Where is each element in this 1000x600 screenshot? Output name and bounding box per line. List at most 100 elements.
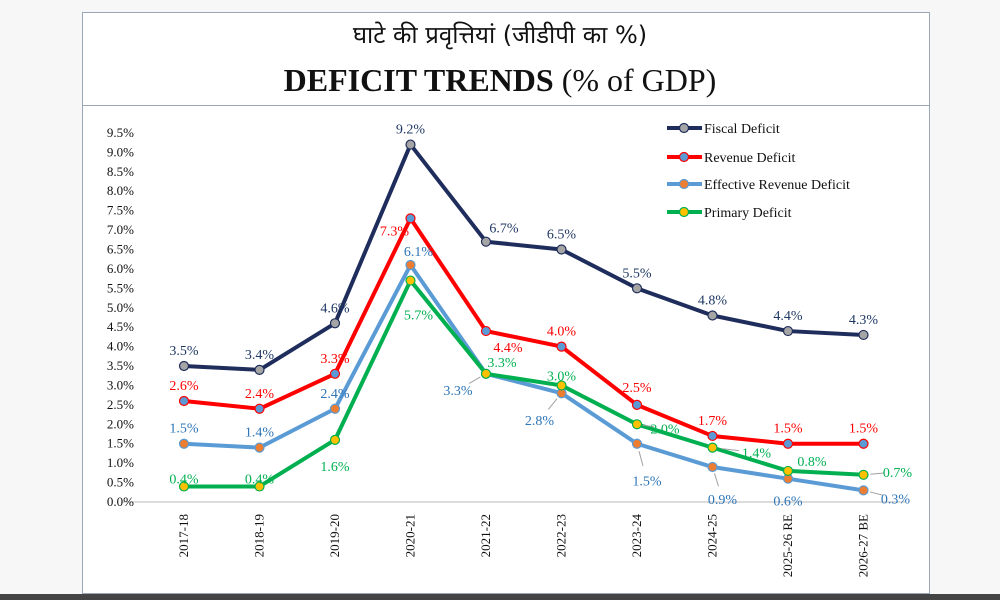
bottom-edge xyxy=(0,594,1000,600)
legend-marker xyxy=(678,178,690,190)
x-tick-label: 2018-19 xyxy=(252,514,267,557)
data-point-marker xyxy=(480,325,492,337)
data-label: 0.3% xyxy=(881,492,911,507)
data-label: 2.0% xyxy=(650,422,680,437)
data-label: 3.4% xyxy=(245,348,275,363)
legend-entry: Fiscal Deficit xyxy=(704,122,780,137)
series-line-2 xyxy=(183,263,864,493)
data-label: 4.6% xyxy=(320,301,350,316)
data-point-marker xyxy=(707,310,718,321)
data-label: 4.3% xyxy=(849,313,879,328)
y-tick-label: 5.5% xyxy=(107,280,134,295)
data-point-marker xyxy=(631,438,643,449)
x-tick-label: 2019-20 xyxy=(327,514,342,557)
y-tick-label: 5.0% xyxy=(107,300,134,315)
data-label: 2.6% xyxy=(169,379,199,394)
legend-entry: Effective Revenue Deficit xyxy=(704,178,850,193)
data-point-marker xyxy=(178,481,190,492)
data-label: 9.2% xyxy=(396,123,426,138)
data-label: 5.7% xyxy=(404,309,434,324)
y-tick-label: 9.5% xyxy=(107,125,134,140)
y-tick-label: 9.0% xyxy=(107,144,134,159)
data-point-marker xyxy=(707,442,718,453)
data-point-marker xyxy=(782,325,794,337)
data-point-marker xyxy=(631,399,643,410)
legend-entry: Primary Deficit xyxy=(704,206,792,221)
y-tick-label: 8.0% xyxy=(107,183,134,198)
y-tick-label: 8.5% xyxy=(107,164,134,179)
y-tick-label: 6.0% xyxy=(107,261,134,276)
data-label: 2.4% xyxy=(320,387,350,402)
data-label: 0.6% xyxy=(773,495,803,510)
data-label: 6.5% xyxy=(547,227,577,242)
data-point-marker xyxy=(556,244,567,255)
data-point-marker xyxy=(556,380,567,391)
y-tick-label: 7.0% xyxy=(107,222,134,237)
legend-entry: Revenue Deficit xyxy=(704,151,795,166)
data-point-marker xyxy=(858,485,869,496)
x-tick-label: 2022-23 xyxy=(554,514,569,557)
legend-marker xyxy=(678,151,690,163)
y-tick-label: 3.5% xyxy=(107,358,134,373)
data-point-marker xyxy=(480,236,492,247)
x-tick-label: 2024-25 xyxy=(705,514,720,557)
data-label: 0.8% xyxy=(797,455,827,470)
data-label: 2.4% xyxy=(245,387,275,402)
data-point-marker xyxy=(556,341,567,352)
y-tick-label: 3.0% xyxy=(107,377,134,392)
data-point-marker xyxy=(782,438,794,449)
chart-frame xyxy=(82,12,930,594)
data-point-marker xyxy=(707,461,718,473)
x-tick-label: 2017-18 xyxy=(176,514,191,557)
data-point-marker xyxy=(782,465,794,477)
data-label: 1.4% xyxy=(245,426,275,441)
data-label: 0.4% xyxy=(245,472,275,487)
data-label: 4.8% xyxy=(698,294,728,309)
data-label: 3.3% xyxy=(443,384,473,399)
data-point-marker xyxy=(329,403,341,414)
data-point-marker xyxy=(858,469,869,480)
data-point-marker xyxy=(631,419,643,430)
data-point-marker xyxy=(178,395,190,407)
data-point-marker xyxy=(405,213,416,224)
y-tick-label: 0.0% xyxy=(107,494,134,509)
label-leader-line xyxy=(547,398,558,410)
data-point-marker xyxy=(178,438,190,449)
title-bold: DEFICIT TRENDS xyxy=(283,62,554,98)
label-leader-line xyxy=(869,491,883,496)
y-tick-label: 2.0% xyxy=(107,416,134,431)
x-tick-label: 2020-21 xyxy=(403,514,418,557)
data-point-marker xyxy=(329,368,341,379)
data-label: 5.5% xyxy=(622,266,652,281)
data-label: 2.8% xyxy=(525,414,555,429)
data-point-marker xyxy=(631,283,643,294)
data-point-marker xyxy=(405,259,416,271)
data-label: 1.5% xyxy=(849,422,879,437)
y-tick-label: 7.5% xyxy=(107,203,134,218)
x-tick-label: 2021-22 xyxy=(478,514,493,557)
legend-marker xyxy=(678,122,690,134)
data-label: 4.4% xyxy=(493,341,523,356)
data-label: 0.9% xyxy=(708,493,738,508)
y-tick-label: 4.5% xyxy=(107,319,134,334)
data-point-marker xyxy=(254,442,265,453)
x-tick-label: 2025-26 RE xyxy=(780,514,795,577)
series-line-1 xyxy=(183,216,864,446)
data-label: 4.0% xyxy=(547,325,577,340)
y-tick-label: 4.0% xyxy=(107,339,134,354)
data-label: 0.7% xyxy=(883,466,913,481)
data-point-marker xyxy=(405,139,416,150)
y-tick-label: 0.5% xyxy=(107,475,134,490)
y-tick-label: 1.5% xyxy=(107,436,134,451)
data-point-marker xyxy=(254,364,265,376)
chart-title-english: DEFICIT TRENDS (% of GDP) xyxy=(0,62,1000,99)
data-label: 6.1% xyxy=(404,245,434,260)
x-tick-label: 2023-24 xyxy=(629,514,644,558)
data-label: 7.3% xyxy=(380,224,410,239)
series-line-3 xyxy=(184,278,864,489)
y-tick-label: 1.0% xyxy=(107,455,134,470)
data-label: 1.5% xyxy=(632,475,662,490)
y-tick-label: 6.5% xyxy=(107,241,134,256)
label-leader-line xyxy=(642,424,654,428)
